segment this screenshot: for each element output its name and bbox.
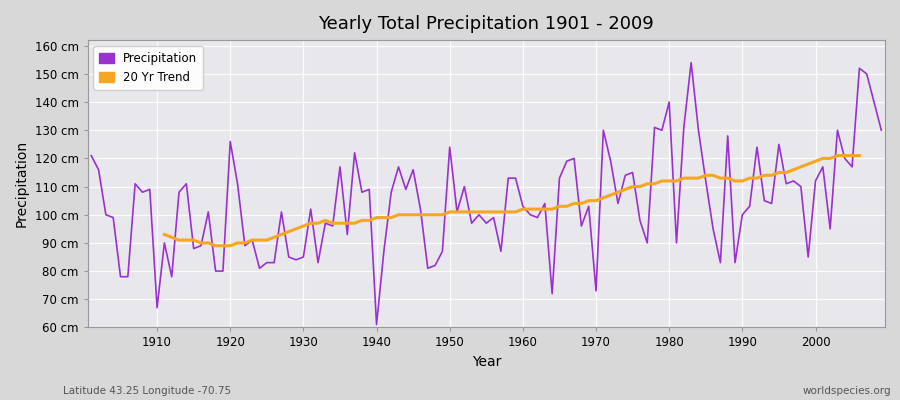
Y-axis label: Precipitation: Precipitation [15, 140, 29, 227]
X-axis label: Year: Year [472, 355, 501, 369]
Title: Yearly Total Precipitation 1901 - 2009: Yearly Total Precipitation 1901 - 2009 [319, 15, 654, 33]
Text: worldspecies.org: worldspecies.org [803, 386, 891, 396]
Legend: Precipitation, 20 Yr Trend: Precipitation, 20 Yr Trend [94, 46, 203, 90]
Text: Latitude 43.25 Longitude -70.75: Latitude 43.25 Longitude -70.75 [63, 386, 231, 396]
